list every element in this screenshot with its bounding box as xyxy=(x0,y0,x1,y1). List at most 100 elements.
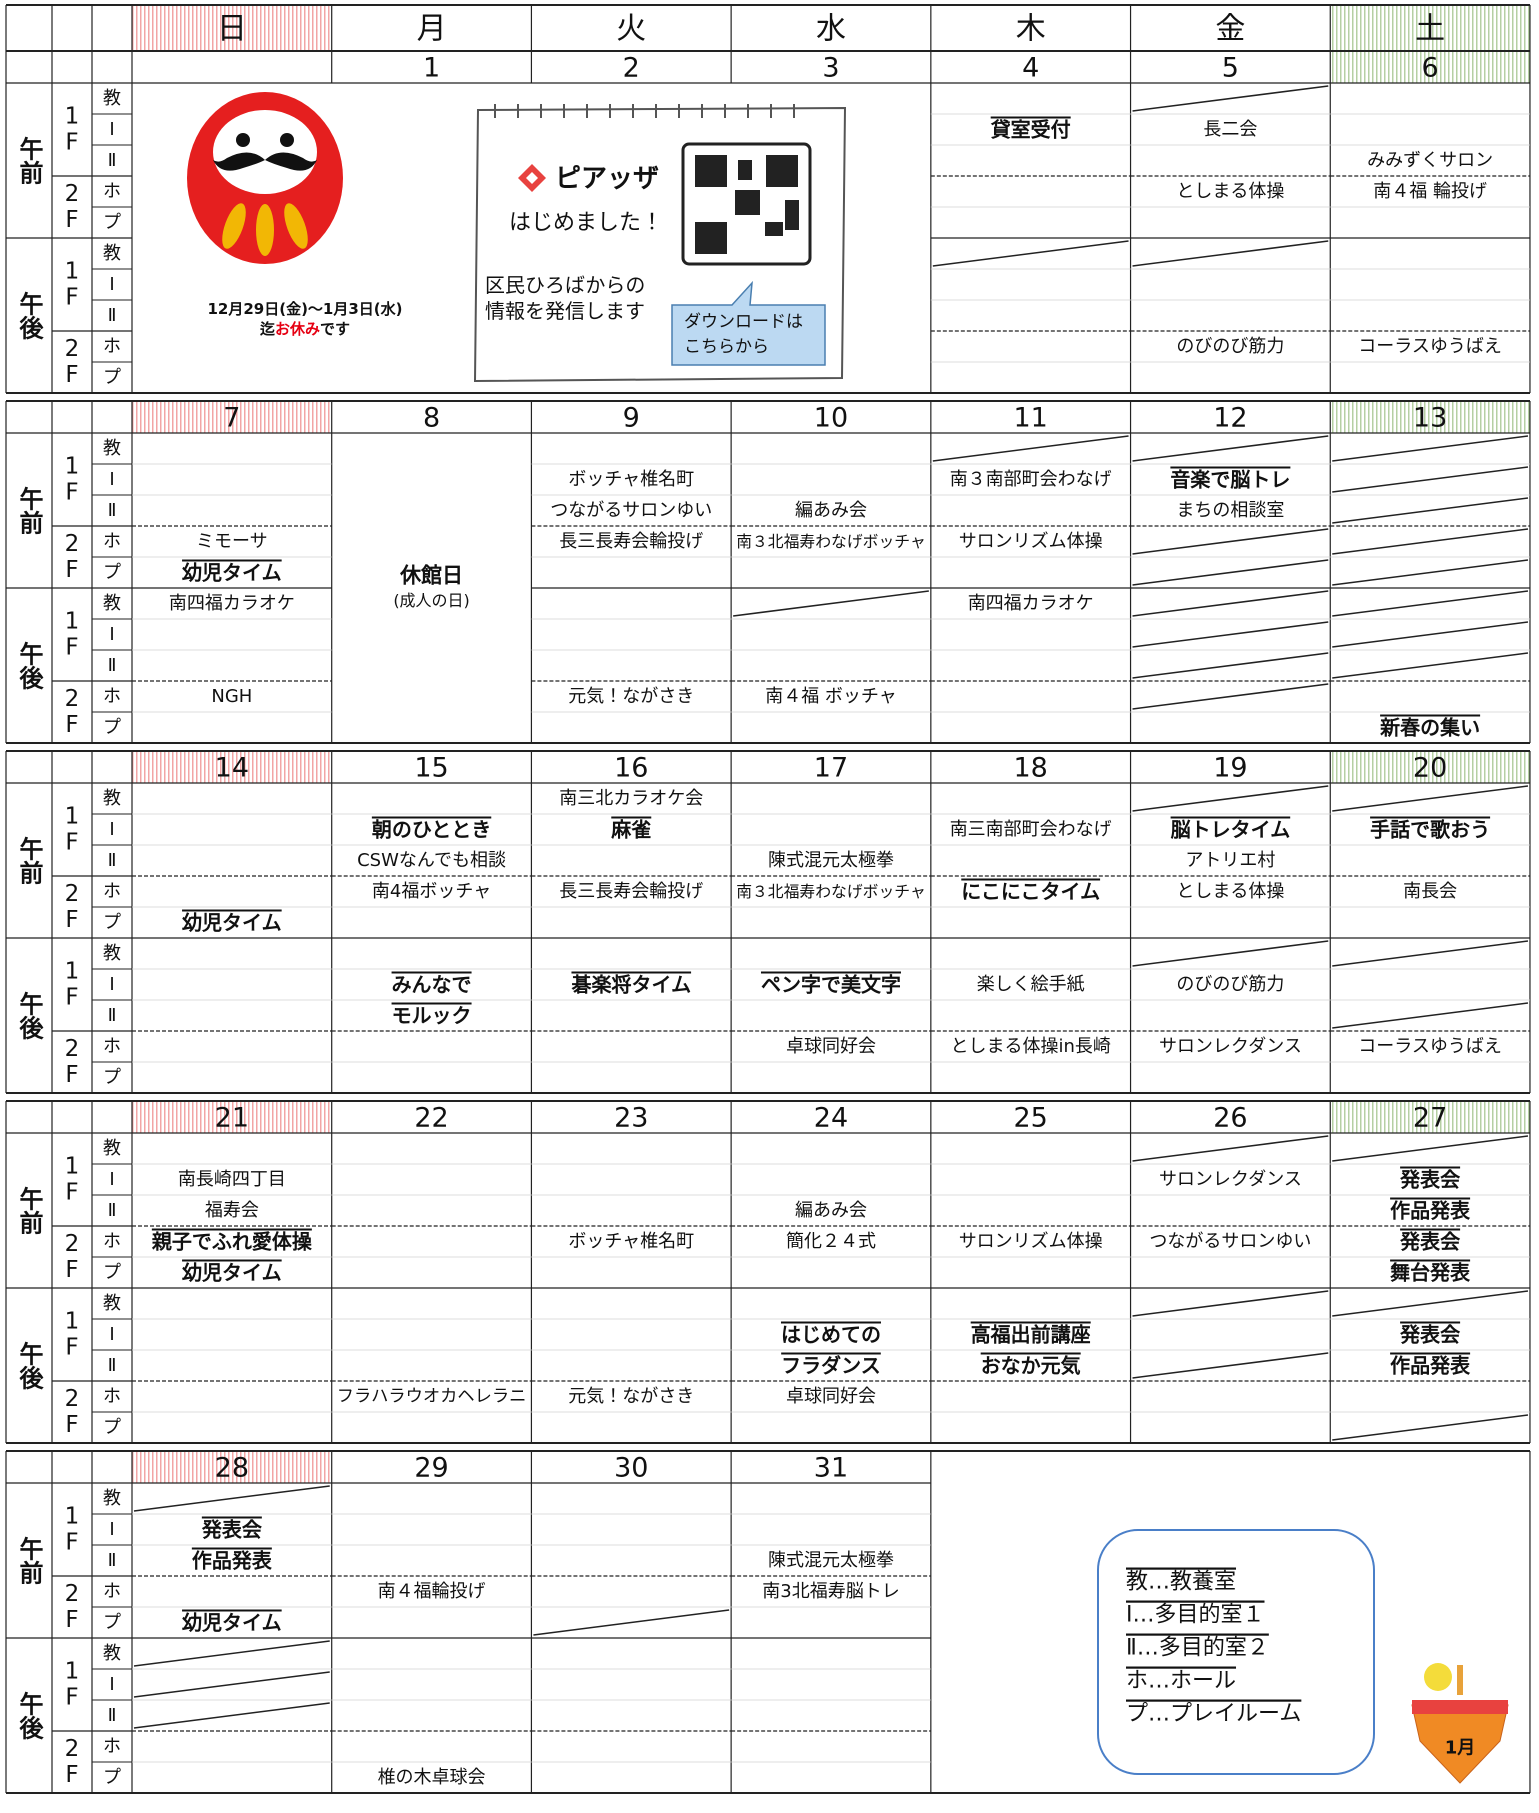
date: 21 xyxy=(215,1103,249,1134)
date: 20 xyxy=(1413,753,1447,784)
header-hatch xyxy=(1330,5,1530,51)
event: CSWなんでも相談 xyxy=(357,850,506,871)
grid-line xyxy=(1132,240,1329,267)
grid-line xyxy=(1132,1290,1329,1317)
event: 南長崎四丁目 xyxy=(178,1169,286,1190)
room-label: ホ xyxy=(103,1736,121,1757)
event: アトリエ村 xyxy=(1185,850,1275,871)
event: 卓球同好会 xyxy=(786,1036,876,1057)
event: サロンレクダンス xyxy=(1159,1169,1302,1190)
grid-line xyxy=(133,1702,330,1729)
holiday-title: 休館日 xyxy=(399,564,463,588)
date: 16 xyxy=(614,753,648,784)
event-emph: 音楽で脳トレ xyxy=(1170,468,1290,492)
room-label: Ⅰ xyxy=(109,469,114,490)
floor-label: 2F xyxy=(59,1581,85,1633)
date-hatch xyxy=(132,401,332,433)
room-label: Ⅱ xyxy=(108,1550,117,1571)
event-emph: 作品発表 xyxy=(1390,1354,1471,1378)
half-label: 午後 xyxy=(15,291,44,341)
date-hatch xyxy=(132,1101,332,1133)
floor-label: 1F xyxy=(59,104,85,156)
event: 南４福 輪投げ xyxy=(1373,181,1487,202)
date: 18 xyxy=(1014,753,1048,784)
date: 2 xyxy=(623,53,640,84)
date: 7 xyxy=(223,403,240,434)
grid-line xyxy=(1332,497,1529,524)
date: 25 xyxy=(1014,1103,1048,1134)
event: つながるサロンゆい xyxy=(550,500,712,521)
closure-pre: 迄 xyxy=(260,320,275,338)
event: 卓球同好会 xyxy=(786,1386,876,1407)
room-label: プ xyxy=(103,1767,121,1788)
date: 27 xyxy=(1413,1103,1447,1134)
event: サロンレクダンス xyxy=(1159,1036,1302,1057)
date: 3 xyxy=(822,53,839,84)
room-label: Ⅰ xyxy=(109,974,114,995)
event: 南4福ボッチャ xyxy=(372,881,491,902)
piazza-ad xyxy=(473,104,847,383)
legend-item: Ⅰ…多目的室１ xyxy=(1126,1603,1265,1628)
grid-line xyxy=(1332,785,1529,812)
floor-label: 2F xyxy=(59,181,85,233)
ad-info: 区民ひろばからの xyxy=(485,273,645,297)
room-label: 教 xyxy=(103,593,121,614)
event: 椎の木卓球会 xyxy=(378,1767,486,1788)
room-label: Ⅰ xyxy=(109,119,114,140)
room-label: 教 xyxy=(103,88,121,109)
event: のびのび筋力 xyxy=(1176,974,1284,995)
weekday: 土 xyxy=(1415,12,1445,47)
event: としまる体操in長崎 xyxy=(950,1036,1110,1057)
floor-label: 2F xyxy=(59,881,85,933)
room-label: Ⅰ xyxy=(109,274,114,295)
room-label: プ xyxy=(103,1417,121,1438)
floor-label: 1F xyxy=(59,1659,85,1711)
room-label: Ⅱ xyxy=(108,500,117,521)
room-label: ホ xyxy=(103,1231,121,1252)
room-label: 教 xyxy=(103,243,121,264)
grid-line xyxy=(133,1485,330,1512)
event-emph: ペン字で美文字 xyxy=(761,973,901,997)
grid-line xyxy=(1332,435,1529,462)
event: 陳式混元太極拳 xyxy=(768,850,894,871)
event-emph: 新春の集い xyxy=(1379,716,1480,740)
event: としまる体操 xyxy=(1176,881,1284,902)
closure-period: 12月29日(金)～1月3日(水) xyxy=(207,300,402,318)
date: 17 xyxy=(814,753,848,784)
event-emph: 幼児タイム xyxy=(182,1611,282,1635)
event: 南３南部町会わなげ xyxy=(950,469,1112,490)
event-emph: はじめての xyxy=(781,1323,881,1347)
event-emph: おなか元気 xyxy=(981,1354,1081,1378)
date: 9 xyxy=(623,403,640,434)
ad-brand: ピアッザ xyxy=(555,164,659,194)
grid-line xyxy=(1332,1002,1529,1029)
date: 5 xyxy=(1222,53,1239,84)
floor-label: 2F xyxy=(59,1386,85,1438)
event-emph: 手話で歌おう xyxy=(1370,818,1490,842)
floor-label: 1F xyxy=(59,804,85,856)
date: 10 xyxy=(814,403,848,434)
ad-headline: はじめました！ xyxy=(509,211,663,236)
floor-label: 1F xyxy=(59,454,85,506)
event: コーラスゆうばえ xyxy=(1358,336,1502,357)
event-emph: 朝のひととき xyxy=(372,818,491,842)
grid-line xyxy=(533,1609,730,1636)
floor-label: 2F xyxy=(59,1736,85,1788)
floor-label: 1F xyxy=(59,1309,85,1361)
event: コーラスゆうばえ xyxy=(1358,1036,1502,1057)
event-emph: 発表会 xyxy=(1399,1168,1461,1192)
event-emph: 高福出前講座 xyxy=(971,1323,1091,1347)
date: 6 xyxy=(1422,53,1439,84)
room-label: 教 xyxy=(103,943,121,964)
date: 19 xyxy=(1213,753,1247,784)
event-emph: 作品発表 xyxy=(192,1549,273,1573)
half-label: 午後 xyxy=(15,991,44,1041)
event-emph: 幼児タイム xyxy=(182,561,282,585)
grid-line xyxy=(1132,435,1329,462)
koma-label: 1月 xyxy=(1445,1738,1476,1759)
weekday: 金 xyxy=(1215,12,1245,47)
half-label: 午後 xyxy=(15,1341,44,1391)
ad-info: 情報を発信します xyxy=(485,299,645,323)
date: 31 xyxy=(814,1453,848,1484)
event: 南３北福寿わなげボッチャ xyxy=(736,532,926,551)
